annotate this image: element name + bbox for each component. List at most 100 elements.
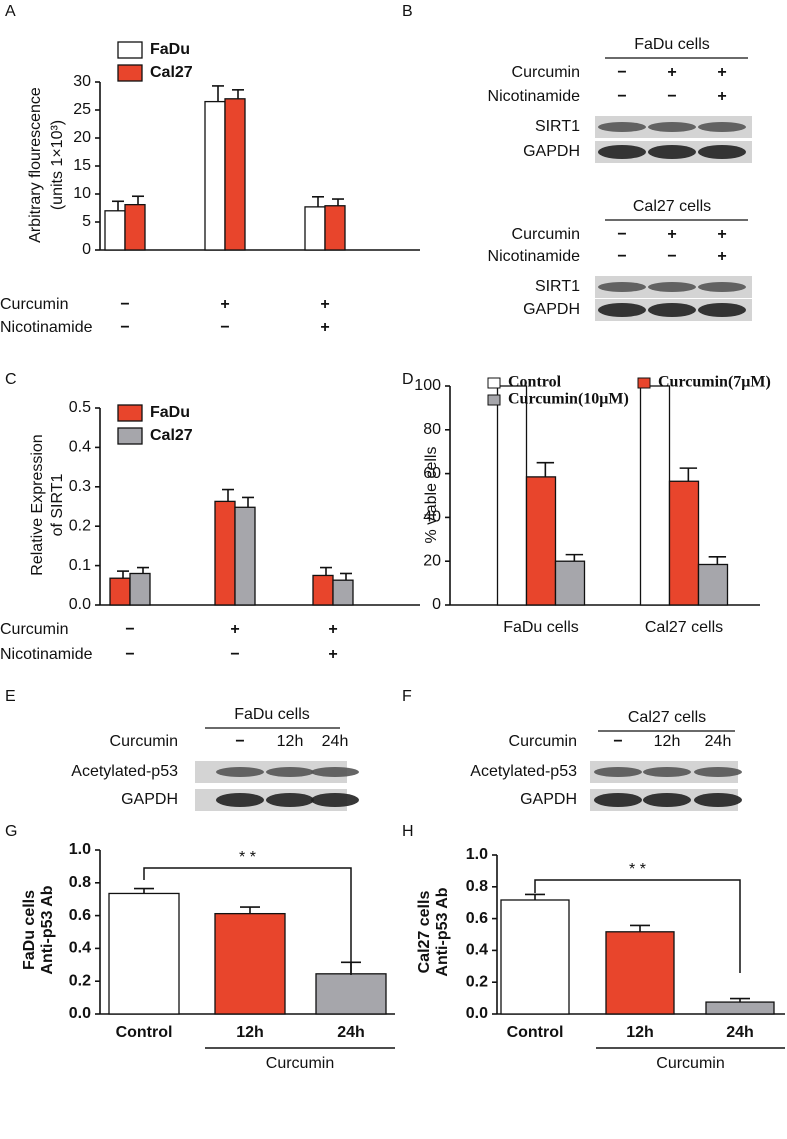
legend-label: Cal27	[150, 427, 193, 444]
error-bar	[232, 89, 244, 99]
condition-sign: +	[717, 88, 726, 105]
y-tick-label: 0.6	[466, 910, 488, 927]
bar	[639, 385, 671, 606]
bar	[554, 560, 586, 606]
bar	[312, 574, 334, 606]
blot-band	[698, 282, 746, 292]
y-tick-label: 0.6	[69, 907, 91, 924]
band-label: GAPDH	[121, 791, 178, 808]
blot-band	[643, 793, 691, 807]
x-tick-label: 12h	[236, 1024, 264, 1041]
bar	[332, 579, 354, 606]
panel-letter: B	[402, 3, 413, 20]
y-axis-label: Cal27 cells	[416, 891, 433, 974]
legend-label: Curcumin(7μM)	[658, 374, 771, 391]
condition-label: Nicotinamide	[0, 319, 93, 336]
condition-sign: +	[667, 64, 676, 81]
blot-title: FaDu cells	[234, 706, 310, 723]
condition-sign: −	[120, 296, 129, 313]
legend-swatch	[487, 394, 501, 406]
condition-sign: −	[120, 319, 129, 336]
bar	[124, 203, 146, 251]
bar	[500, 899, 570, 1015]
blot-band	[643, 767, 691, 777]
blot-band	[266, 793, 314, 807]
y-tick-label: 5	[82, 213, 91, 230]
error-bar	[708, 556, 727, 565]
error-bar	[240, 906, 260, 914]
legend-swatch	[637, 377, 651, 389]
blot-band	[598, 122, 646, 132]
x-tick-label: Control	[116, 1024, 173, 1041]
x-tick-label: 12h	[626, 1024, 654, 1041]
error-bar	[679, 467, 698, 482]
y-tick-label: 0.5	[69, 399, 91, 416]
legend-swatch	[487, 377, 501, 389]
significance-label: * *	[629, 861, 646, 878]
condition-sign: −	[235, 733, 244, 750]
blot-band	[694, 793, 742, 807]
bar	[668, 480, 700, 606]
blot-title: Cal27 cells	[633, 198, 711, 215]
condition-sign: +	[717, 64, 726, 81]
blot-band	[648, 303, 696, 317]
y-tick-label: 0	[432, 596, 441, 613]
y-tick-label: 0.2	[69, 517, 91, 534]
error-bar	[212, 85, 224, 102]
condition-label: Nicotinamide	[488, 248, 581, 265]
y-tick-label: 20	[73, 129, 91, 146]
error-bar	[340, 572, 352, 581]
condition-label: Curcumin	[509, 733, 577, 750]
y-axis-label: % viable cells	[423, 447, 440, 544]
error-bar	[137, 566, 149, 574]
x-tick-label: Cal27 cells	[645, 619, 723, 636]
blot-band	[698, 145, 746, 159]
condition-sign: 24h	[322, 733, 349, 750]
y-tick-label: 15	[73, 157, 91, 174]
y-tick-label: 40	[423, 509, 441, 526]
condition-label: Curcumin	[512, 64, 580, 81]
condition-sign: 12h	[277, 733, 304, 750]
condition-sign: −	[125, 621, 134, 638]
blot-band	[694, 767, 742, 777]
y-tick-label: 0.8	[69, 874, 91, 891]
condition-sign: +	[220, 296, 229, 313]
y-axis-label: Relative Expression	[29, 434, 46, 575]
legend-swatch	[117, 427, 143, 445]
y-axis-label: Arbitrary flourescence	[27, 87, 44, 243]
condition-sign: 24h	[705, 733, 732, 750]
blot-band	[311, 767, 359, 777]
error-bar	[536, 461, 555, 477]
legend-swatch	[117, 41, 143, 59]
error-bar	[242, 496, 254, 508]
y-tick-label: 30	[73, 73, 91, 90]
y-tick-label: 0.4	[466, 942, 488, 959]
condition-sign: −	[230, 646, 239, 663]
significance-bracket	[534, 879, 741, 973]
legend-swatch	[117, 64, 143, 82]
y-tick-label: 0	[82, 241, 91, 258]
x-tick-label: 24h	[726, 1024, 754, 1041]
panel-letter: C	[5, 371, 17, 388]
condition-sign: +	[328, 646, 337, 663]
bar	[697, 563, 729, 606]
error-bar	[565, 553, 584, 562]
error-bar	[117, 570, 129, 579]
group-label: Curcumin	[266, 1055, 334, 1072]
legend-label: Control	[508, 374, 562, 391]
band-label: SIRT1	[535, 278, 580, 295]
condition-sign: −	[667, 248, 676, 265]
blot-title: FaDu cells	[634, 36, 710, 53]
error-bar	[525, 893, 545, 900]
condition-sign: +	[320, 319, 329, 336]
bar	[525, 476, 557, 606]
x-tick-label: 24h	[337, 1024, 365, 1041]
condition-sign: +	[320, 296, 329, 313]
condition-label: Nicotinamide	[488, 88, 581, 105]
condition-sign: 12h	[654, 733, 681, 750]
y-tick-label: 10	[73, 185, 91, 202]
y-axis-label: FaDu cells	[21, 890, 38, 970]
y-tick-label: 0.3	[69, 478, 91, 495]
bar	[129, 572, 151, 606]
